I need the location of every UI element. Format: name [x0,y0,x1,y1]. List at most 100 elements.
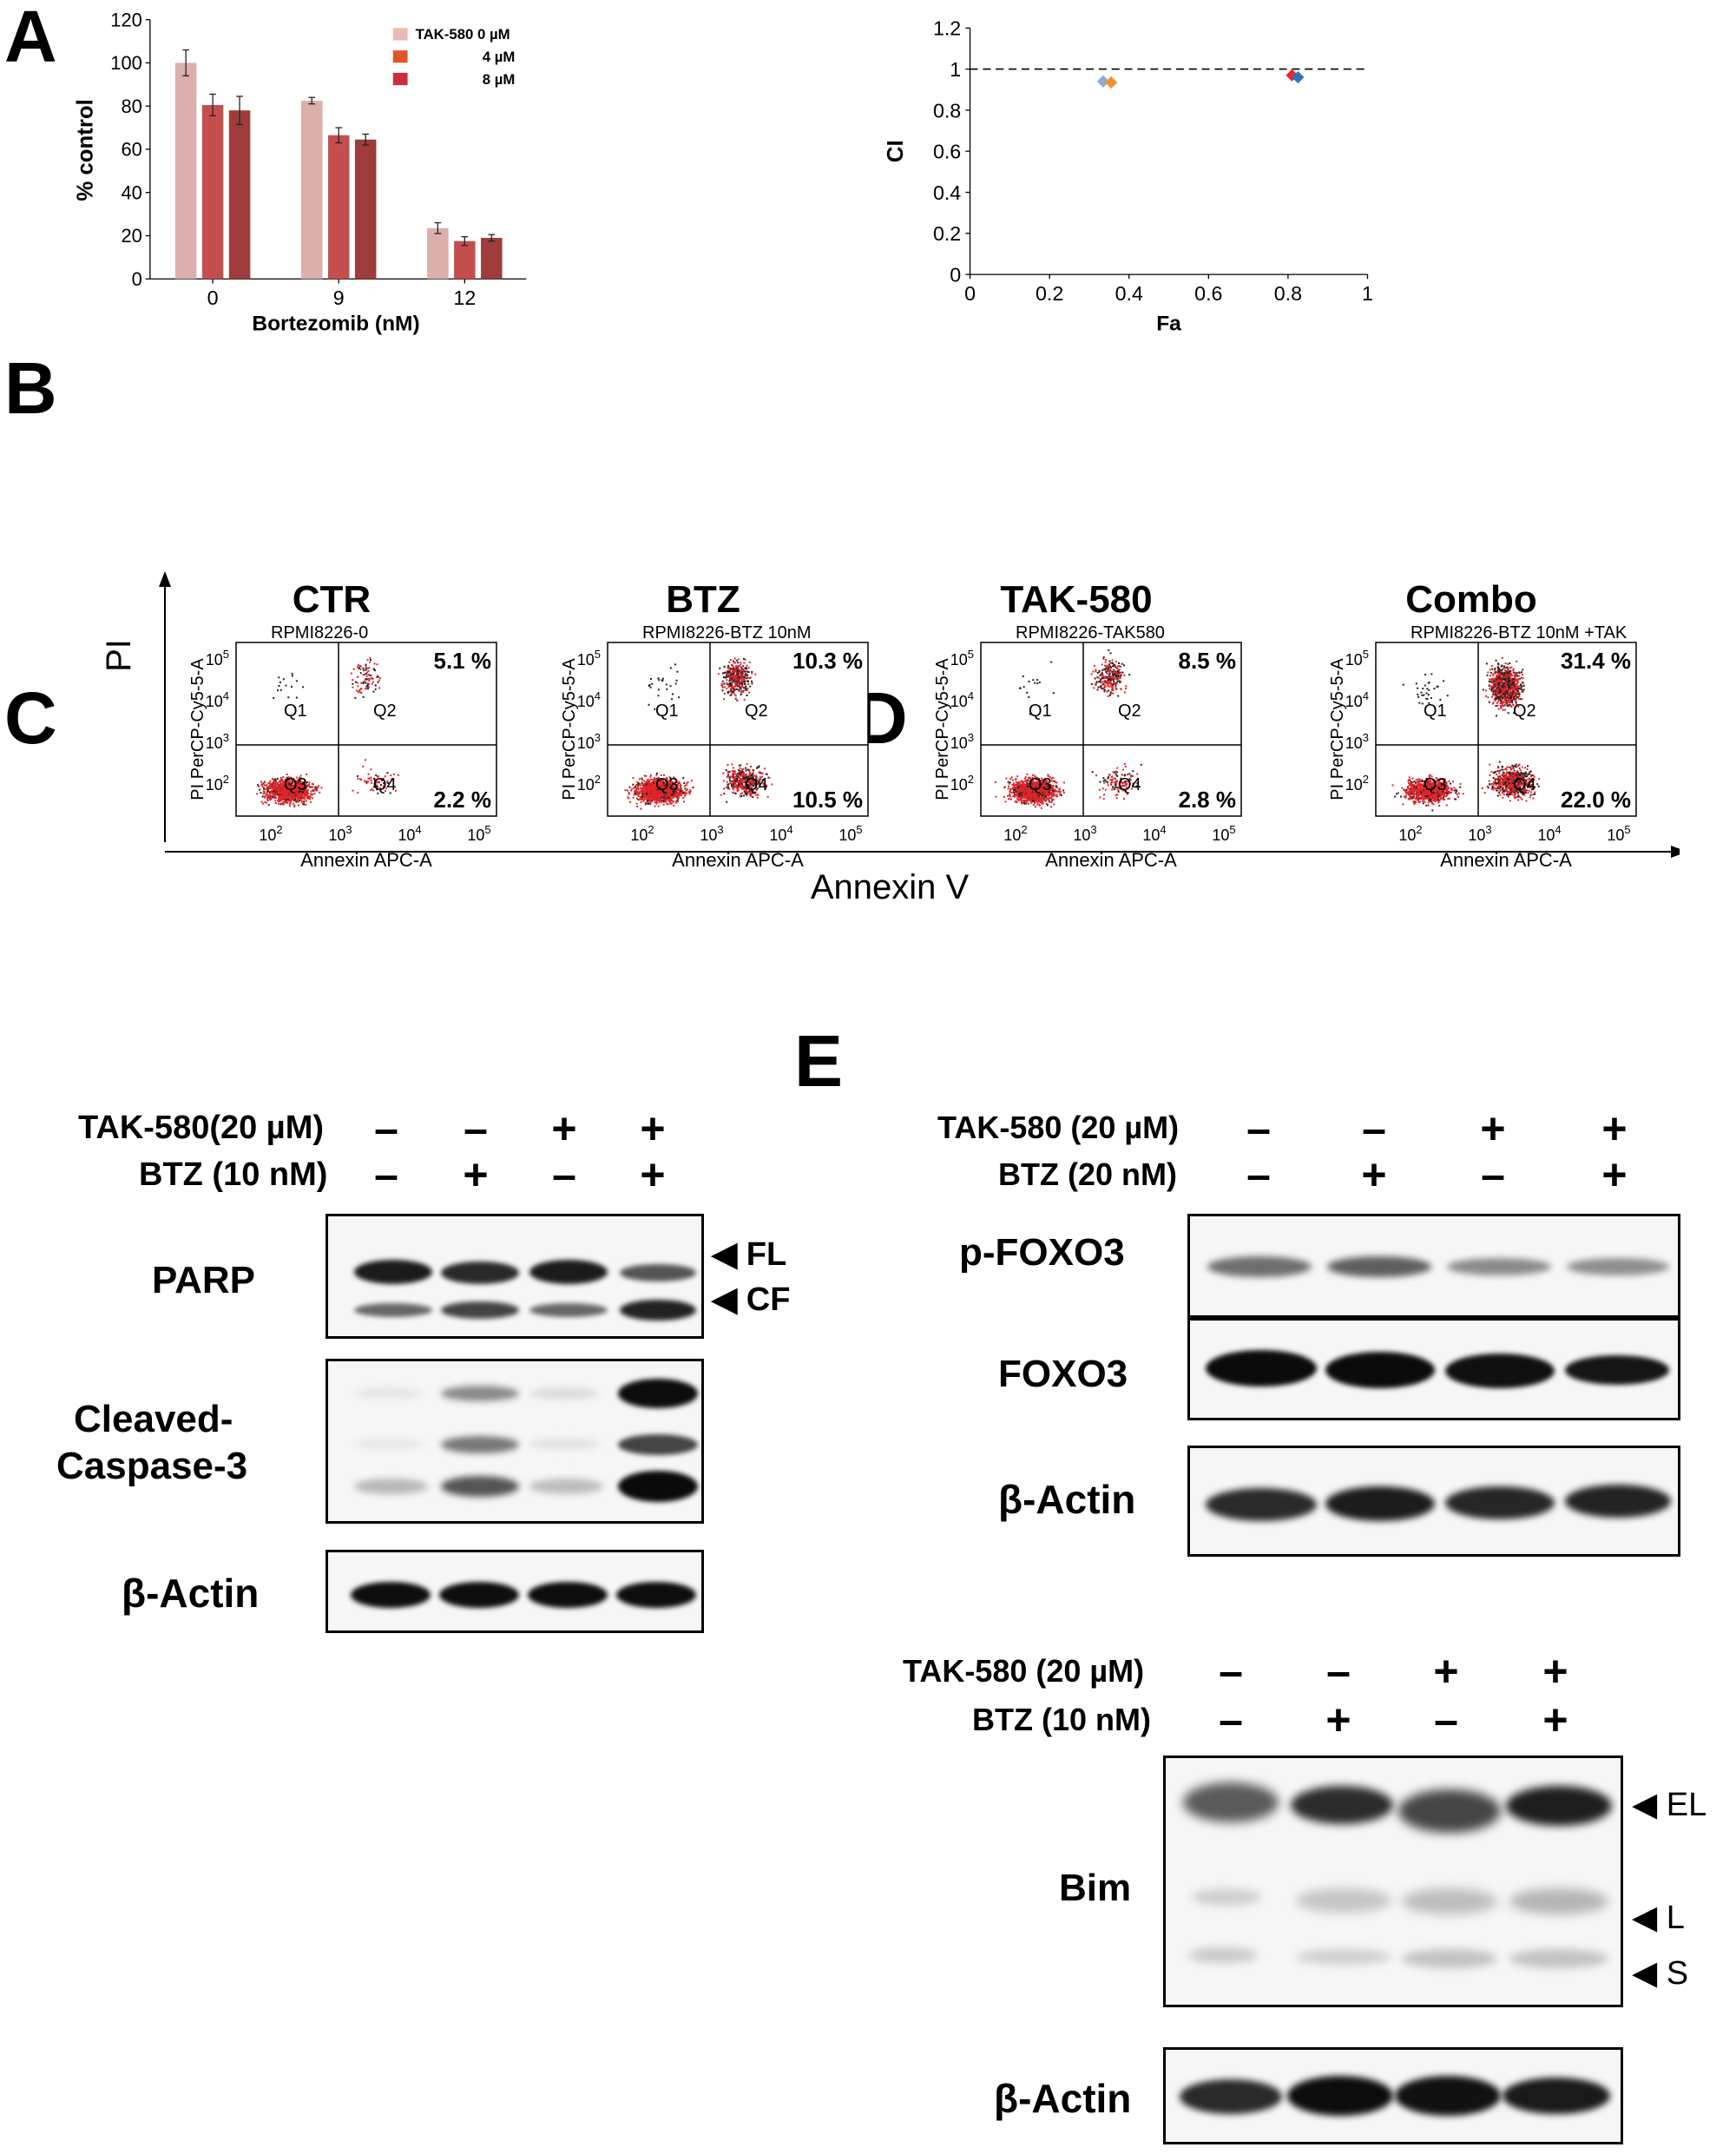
x-tick-label: 0.6 [1194,282,1222,305]
y-tick-label: 1 [950,58,961,81]
legend-label: TAK-580 0 µM [416,26,510,43]
data-point [1096,75,1110,88]
y-tick-label: 103 [950,731,974,752]
y-tick-label: 20 [121,225,141,247]
d-row2-sign-4: + [1601,1150,1628,1199]
panel-label-b: B [4,347,57,429]
y-tick-label: 100 [110,52,142,74]
flow-plot-subtitle: RPMI8226-0 [271,623,368,642]
e-el-arrow: ◀ EL [1632,1787,1707,1823]
y-tick-label: 60 [121,139,141,161]
q2-percent: 31.4 % [1561,648,1631,674]
x-tick-label: 104 [1142,823,1166,844]
y-tick-label: 102 [950,773,974,794]
x-tick-label: 104 [769,823,792,844]
x-tick-label: 0.8 [1274,282,1302,305]
legend-swatch [392,28,408,41]
d-row2-sign-2: + [1361,1150,1387,1199]
x-axis-title: Fa [1156,313,1181,336]
e-s-arrow: ◀ S [1632,1955,1689,1992]
d-row2-sign-3: – [1481,1150,1505,1199]
d-treat2-label: BTZ (20 nM) [998,1156,1177,1192]
flow-events [256,656,399,808]
e-row1-sign-3: + [1433,1647,1459,1696]
c-row2-sign-3: – [552,1150,576,1199]
e-row2-sign-2: + [1325,1696,1351,1744]
c-caspase-blot [326,1359,704,1524]
y-tick-label: 105 [206,648,229,669]
inner-x-label: Annexin APC-A [1045,849,1177,871]
c-fl-arrow: ◀ FL [712,1236,787,1273]
legend-swatch [392,72,408,86]
flow-events [1391,656,1541,812]
c-row2-sign-2: + [463,1150,489,1199]
quadrant-label-q4: Q4 [1118,775,1141,794]
c-casp-label-1: Cleaved- [74,1398,233,1440]
y-axis-title: CI [884,140,908,162]
quadrant-label-q1: Q1 [1424,702,1447,721]
y-tick-label: 103 [577,731,601,752]
pi-axis-title: PI [100,639,138,672]
data-point [1105,76,1118,89]
d-treat1-label: TAK-580 (20 µM) [937,1110,1180,1145]
flow-plot: Combo RPMI8226-BTZ 10nM +TAK Q1 Q2 Q3 Q4 31.4 … [1328,578,1637,871]
bar [301,100,323,280]
quadrant-label-q1: Q1 [284,702,307,721]
e-actin-label: β-Actin [994,2076,1132,2121]
x-tick-label: 102 [1398,823,1422,844]
x-tick-label: 0.4 [1115,282,1143,305]
y-tick-label: 102 [1345,773,1369,794]
x-tick-label: 104 [1537,823,1561,844]
bar [228,110,251,280]
e-row1-sign-4: + [1542,1647,1568,1696]
d-row1-sign-3: + [1480,1104,1506,1153]
x-tick-label: 12 [453,287,476,309]
y-tick-label: 80 [121,96,141,117]
x-tick-label: 1 [1362,282,1373,305]
c-row1-sign-1: – [374,1104,398,1153]
c-cf-arrow: ◀ CF [712,1281,791,1318]
x-axis-title: Bortezomib (nM) [252,313,419,336]
d-row1-sign-2: – [1362,1104,1386,1153]
d-actin-blot [1187,1446,1680,1557]
y-tick-label: 0.8 [933,99,961,122]
x-tick-label: 104 [398,823,421,844]
pi-axis-arrow [159,571,171,587]
flow-plot-title: Combo [1405,578,1537,621]
c-casp-label-2: Caspase-3 [56,1445,248,1487]
c-treat2-label: BTZ (10 nM) [139,1156,328,1193]
quadrant-label-q3: Q3 [1029,775,1052,794]
x-tick-label: 105 [838,823,862,844]
c-treat1-label: TAK-580(20 µM) [78,1110,325,1146]
c-actin-label: β-Actin [122,1571,260,1616]
y-tick-label: 40 [121,181,141,203]
x-tick-label: 103 [1073,823,1096,844]
y-tick-label: 104 [1345,689,1369,710]
y-tick-label: 0.6 [933,141,961,163]
legend-swatch [392,50,408,63]
y-tick-label: 0.4 [933,181,961,204]
quadrant-label-q4: Q4 [745,775,768,794]
flow-plot-subtitle: RPMI8226-BTZ 10nM +TAK [1410,623,1628,642]
quadrant-label-q3: Q3 [1424,775,1447,794]
y-tick-label: 0 [950,263,961,286]
y-tick-label: 103 [206,731,229,752]
c-parp-blot [326,1214,704,1339]
y-tick-label: 0.2 [933,222,961,245]
y-tick-label: 1.2 [933,17,961,40]
c-row2-sign-4: + [640,1150,666,1199]
c-row1-sign-4: + [640,1104,666,1153]
quadrant-label-q4: Q4 [1513,775,1536,794]
q2-percent: 5.1 % [434,648,492,674]
x-tick-label: 105 [1212,823,1235,844]
e-treat2-label: BTZ (10 nM) [972,1702,1151,1737]
flow-plot: TAK-580 RPMI8226-TAK580 Q1 Q2 Q3 Q4 8.5 % 2.8 %… [933,578,1242,871]
y-tick-label: 104 [206,689,229,710]
quadrant-label-q4: Q4 [373,775,397,794]
q4-percent: 10.5 % [792,787,863,813]
y-tick-label: 104 [577,689,601,710]
x-tick-label: 9 [333,287,345,309]
e-bim-label: Bim [1059,1867,1132,1909]
e-row2-sign-4: + [1542,1696,1568,1744]
c-row2-sign-1: – [374,1150,398,1199]
